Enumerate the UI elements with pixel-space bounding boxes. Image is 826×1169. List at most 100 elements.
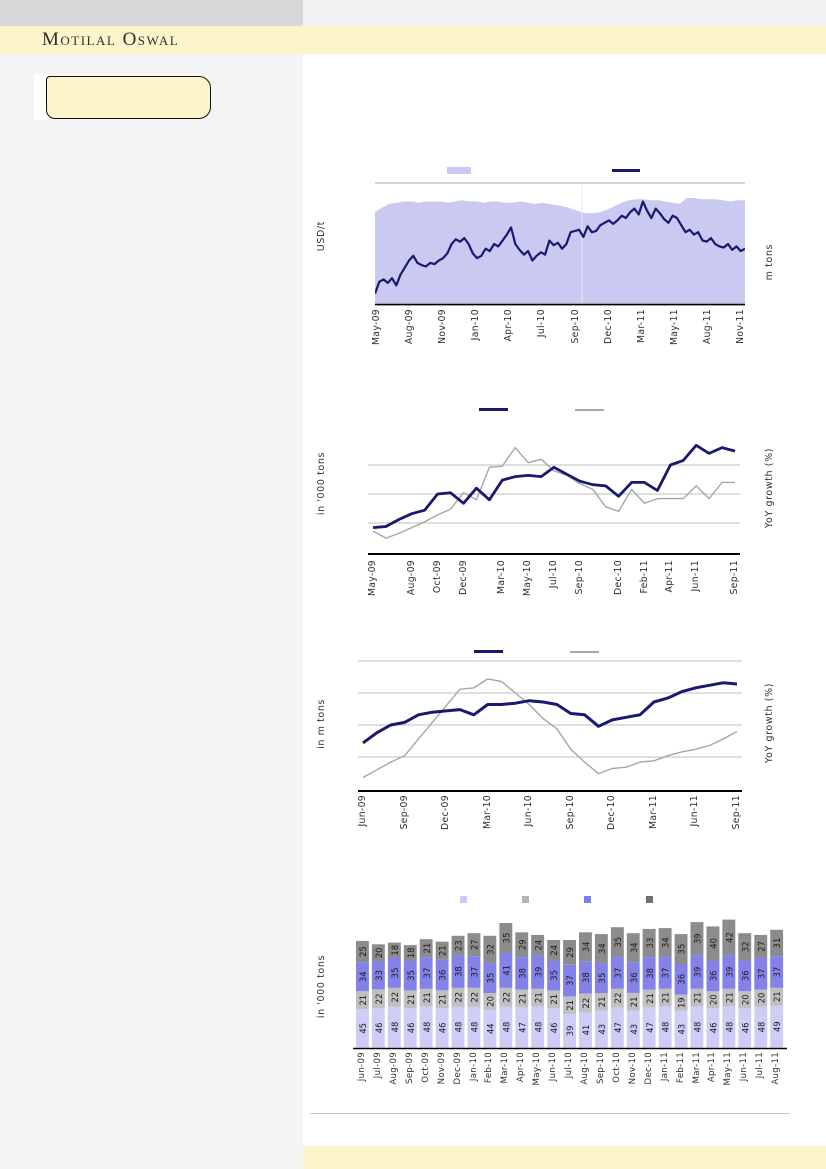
bar-segment xyxy=(563,1014,576,1048)
bar-segment xyxy=(531,955,545,989)
bar-segment-value: 39 xyxy=(533,967,543,978)
bar-segment xyxy=(642,989,656,1008)
bar-segment-value: 21 xyxy=(422,992,432,1003)
bar-segment-value: 34 xyxy=(581,941,591,952)
bar-segment-value: 33 xyxy=(645,938,655,949)
bar-segment xyxy=(547,960,561,991)
x-tick-label: Nov-11 xyxy=(735,309,746,344)
bar-segment-value: 38 xyxy=(645,968,655,979)
bar-segment xyxy=(435,990,449,1009)
bar-segment xyxy=(499,987,513,1007)
x-tick-label: Jun-11 xyxy=(689,795,700,827)
bar-segment-value: 36 xyxy=(677,974,687,985)
bar-segment-value: 36 xyxy=(629,972,639,983)
bar-segment-value: 34 xyxy=(661,937,671,948)
x-tick-label: Oct-09 xyxy=(421,1052,431,1083)
bar-segment-value: 48 xyxy=(661,1022,671,1033)
x-tick-label: Aug-09 xyxy=(406,560,417,596)
x-tick-label: Sep-10 xyxy=(565,795,576,830)
x-tick-label: Apr-11 xyxy=(664,560,675,593)
bar-segment-value: 21 xyxy=(693,992,703,1003)
bar-segment-value: 21 xyxy=(597,997,607,1008)
bar-segment-value: 21 xyxy=(358,995,368,1006)
bar-segment-value: 37 xyxy=(772,967,782,978)
bar-segment-value: 21 xyxy=(661,992,671,1003)
callout-backdrop xyxy=(34,74,48,120)
brand-logo-text: Motilal Oswal xyxy=(42,29,180,50)
bar-segment xyxy=(722,955,736,989)
bar-segment xyxy=(547,940,561,961)
bar-segment-value: 39 xyxy=(693,933,703,944)
x-tick-label: Mar-10 xyxy=(482,795,493,829)
bar-segment xyxy=(658,988,672,1007)
bar-segment-value: 35 xyxy=(486,973,496,984)
bar-segment xyxy=(626,992,640,1011)
bar-segment xyxy=(674,934,688,964)
x-tick-label: Nov-09 xyxy=(437,1052,447,1085)
bar-segment-value: 18 xyxy=(390,945,400,956)
bar-segment-value: 35 xyxy=(390,968,400,979)
footer-divider-line xyxy=(310,1113,790,1114)
bar-segment-value: 48 xyxy=(422,1022,432,1033)
bar-segment-value: 21 xyxy=(517,993,527,1004)
bar-segment xyxy=(770,929,784,957)
bar-segment xyxy=(770,987,784,1006)
x-tick-label: Apr-10 xyxy=(503,309,514,342)
bar-segment-value: 38 xyxy=(454,966,464,977)
chart1-x-axis-labels: May-09 Aug-09 Nov-09 Jan-10 Apr-10 Jul-10 Sep-… xyxy=(371,309,746,359)
bar-segment xyxy=(419,988,433,1007)
bar-segment-value: 20 xyxy=(709,994,719,1005)
bar-segment xyxy=(403,990,417,1009)
bar-segment xyxy=(722,988,736,1007)
price-line-series xyxy=(375,200,745,294)
bar-segment-value: 35 xyxy=(549,970,559,981)
chart2-left-axis-title: in '000 tons xyxy=(316,452,327,516)
bar-segment-value: 36 xyxy=(438,970,448,981)
bar-segment-value: 32 xyxy=(740,941,750,952)
bar-segment xyxy=(371,1008,385,1048)
bar-segment xyxy=(563,996,576,1015)
chart3-x-axis-labels: Jun-09 Sep-09 Dec-09 Mar-10 Jun-10 Sep-10 Dec-… xyxy=(357,795,742,850)
bar-segment xyxy=(515,957,529,990)
bar-segment xyxy=(531,988,545,1007)
bar-segment xyxy=(626,933,640,963)
x-tick-label: Dec-10 xyxy=(603,309,614,344)
bar-segment-value: 37 xyxy=(756,968,766,979)
bar-segment xyxy=(754,934,768,958)
bar-segment-value: 47 xyxy=(645,1022,655,1033)
bar-segment xyxy=(690,1006,704,1048)
chart4-legend-swatch-1 xyxy=(460,896,467,903)
x-tick-label: Sep-09 xyxy=(405,1052,415,1085)
bar-segment xyxy=(610,988,624,1008)
top-right-strip xyxy=(303,0,826,26)
bar-segment xyxy=(594,1010,608,1048)
bar-segment xyxy=(419,1006,433,1048)
bar-segment-value: 21 xyxy=(438,945,448,956)
bar-segment xyxy=(403,960,417,991)
bar-segment xyxy=(563,940,576,965)
bar-segment-value: 21 xyxy=(772,991,782,1002)
volume-navy-series xyxy=(362,681,738,745)
bar-segment-value: 37 xyxy=(470,967,480,978)
x-tick-label: Sep-11 xyxy=(729,560,740,595)
bar-segment-value: 27 xyxy=(470,939,480,950)
bar-segment-value: 48 xyxy=(501,1022,511,1033)
bar-segment xyxy=(403,945,417,961)
x-tick-label: Feb-10 xyxy=(484,1052,494,1084)
bar-segment-value: 48 xyxy=(724,1022,734,1033)
bar-segment xyxy=(451,987,465,1007)
bar-segment xyxy=(483,992,497,1010)
bar-segment-value: 33 xyxy=(374,970,384,981)
bar-segment xyxy=(642,928,656,957)
bar-segment-value: 29 xyxy=(565,947,575,958)
bar-segment-value: 49 xyxy=(772,1021,782,1032)
bar-segment xyxy=(371,961,385,990)
bar-segment xyxy=(515,932,529,957)
bar-segment xyxy=(419,939,433,958)
x-tick-label: Jan-11 xyxy=(660,1052,670,1082)
bar-segment xyxy=(387,957,401,988)
x-tick-label: Jan-10 xyxy=(469,1052,479,1082)
chart1-left-axis-title: USD/t xyxy=(316,221,327,252)
bar-segment xyxy=(626,962,640,993)
bar-segment-value: 46 xyxy=(406,1023,416,1034)
